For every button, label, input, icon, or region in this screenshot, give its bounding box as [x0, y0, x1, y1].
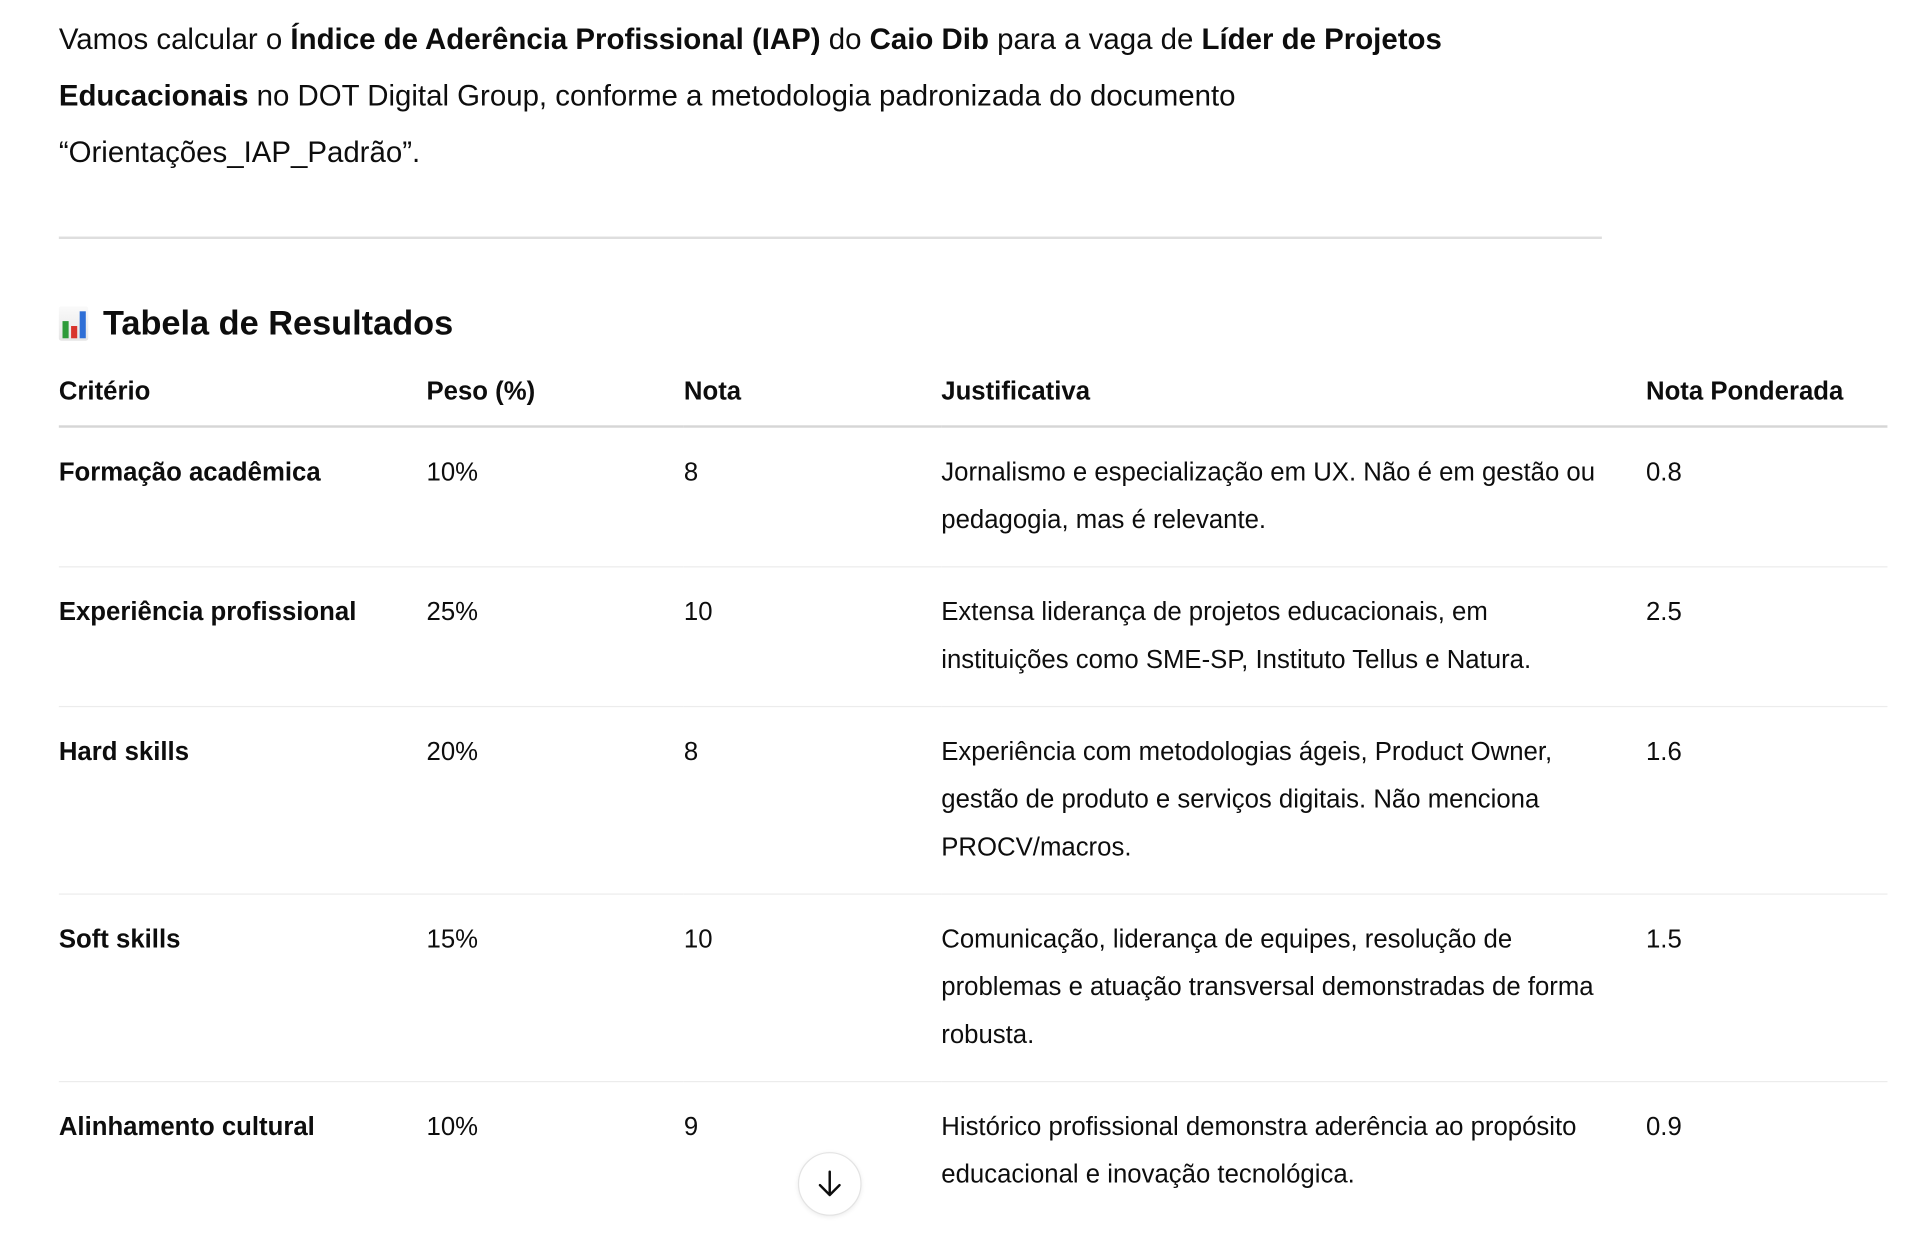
cell-criterio: Hard skills: [58, 706, 427, 895]
cell-justificativa: Jornalismo e especialização em UX. Não é…: [941, 426, 1646, 568]
table-row: Experiência profissional 25% 10 Extensa lid…: [58, 566, 1888, 708]
cell-nota: 10: [683, 894, 942, 1083]
intro-text: Vamos calcular o: [58, 23, 291, 57]
cell-nota-ponderada: 0.8: [1645, 426, 1888, 568]
cell-peso: 10%: [426, 1112, 479, 1142]
cell-nota-ponderada: 2.5: [1645, 566, 1888, 708]
intro-bold-text: Líder de Projetos Educacionais: [58, 23, 1442, 113]
column-header-nota-ponderada: Nota Ponderada: [1645, 359, 1888, 428]
section-title: Tabela de Resultados: [102, 303, 454, 342]
cell-criterio: Experiência profissional: [58, 566, 427, 708]
intro-text: para a vaga de: [988, 23, 1202, 57]
table-row: Alinhamento cultural 10% 9 Histórico profis…: [59, 1082, 1888, 1221]
intro-text: no DOT Digital Group, conforme a metodol…: [58, 79, 1236, 170]
cell-justificativa: Extensa liderança de projetos educaciona…: [941, 566, 1646, 708]
intro-text: do: [820, 23, 870, 57]
scroll-to-bottom-button[interactable]: [797, 1152, 862, 1216]
intro-bold-text: Índice de Aderência Profissional (IAP): [290, 23, 821, 57]
cell-peso: 20%: [426, 706, 684, 895]
results-table: Critério Peso (%) Nota Justificativa Nota Po…: [58, 359, 1888, 1221]
intro-paragraph: Vamos calcular o Índice de Aderência Pro…: [59, 12, 1603, 181]
cell-nota-ponderada: 0.9: [1645, 1112, 1682, 1142]
cell-peso: 25%: [426, 566, 684, 708]
cell-nota-ponderada: 1.5: [1645, 894, 1888, 1083]
column-header-criterio: Critério: [58, 359, 427, 428]
cell-nota: 8: [683, 706, 942, 895]
cell-nota: 10: [683, 566, 942, 708]
bar-chart-icon: [58, 306, 89, 341]
cell-nota: 9: [683, 1112, 699, 1142]
table-row: Soft skills 15% 10 Comunicação, liderança d…: [58, 894, 1888, 1083]
cell-criterio: Soft skills: [58, 894, 427, 1083]
cell-criterio: Formação acadêmica: [58, 426, 427, 568]
table-row: Hard skills 20% 8 Experiência com metodolog…: [58, 706, 1888, 895]
cell-peso: 15%: [426, 894, 684, 1083]
cell-criterio: Alinhamento cultural: [58, 1112, 315, 1142]
column-header-nota: Nota: [683, 359, 942, 428]
table-header-row: Critério Peso (%) Nota Justificativa Nota Po…: [58, 359, 1888, 428]
cell-justificativa: Comunicação, liderança de equipes, resol…: [941, 894, 1646, 1083]
table-row: Formação acadêmica 10% 8 Jornalismo e espec…: [58, 426, 1888, 568]
section-heading: Tabela de Resultados: [58, 300, 454, 347]
arrow-down-icon: [818, 1170, 841, 1197]
cell-nota-ponderada: 1.6: [1645, 706, 1888, 895]
intro-bold-text: Caio Dib: [869, 23, 989, 57]
cell-justificativa: Experiência com metodologias ágeis, Prod…: [941, 706, 1646, 895]
cell-justificativa: Histórico profissional demonstra aderênc…: [941, 1112, 1577, 1189]
cell-nota: 8: [683, 426, 942, 568]
column-header-peso: Peso (%): [426, 359, 684, 428]
column-header-justificativa: Justificativa: [941, 359, 1646, 428]
cell-peso: 10%: [426, 426, 684, 568]
divider: [58, 236, 1602, 239]
